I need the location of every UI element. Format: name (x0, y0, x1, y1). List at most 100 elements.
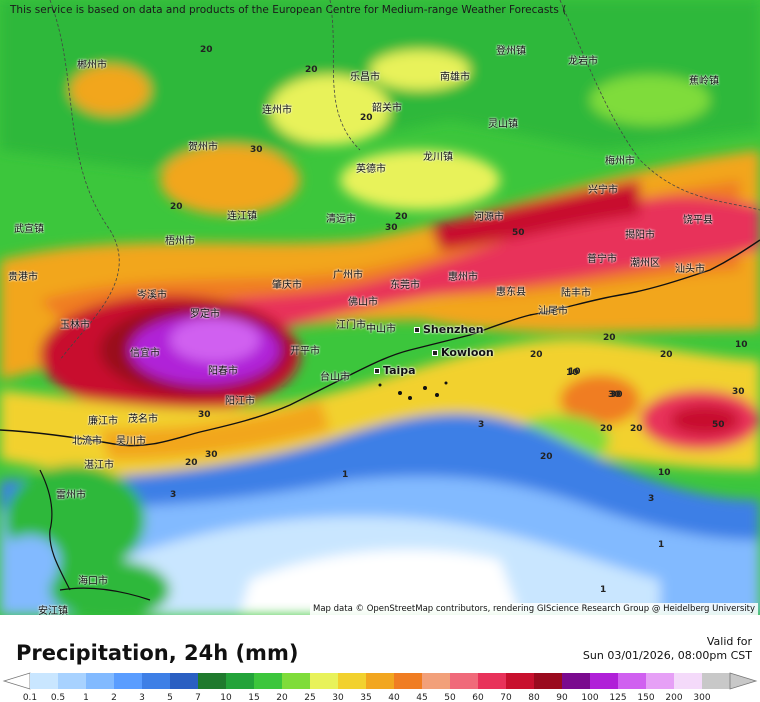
ecmwf-banner: This service is based on data and produc… (10, 4, 567, 16)
city-shenzhen[interactable]: Shenzhen (414, 323, 484, 336)
city-wuchuan[interactable]: 吴川市 (116, 436, 146, 447)
city-kaiping[interactable]: 开平市 (290, 346, 320, 357)
city-meizhou[interactable]: 梅州市 (605, 156, 635, 167)
legend-tick-label: 3 (139, 693, 145, 702)
city-zhaoqing[interactable]: 肇庆市 (272, 280, 302, 291)
contour-label: 3 (170, 490, 177, 500)
legend-tick-label: 60 (472, 693, 484, 702)
legend-swatch (338, 673, 367, 689)
city-hezhou[interactable]: 贺州市 (188, 142, 218, 153)
city-yingde[interactable]: 英德市 (356, 164, 386, 175)
legend-tick-label: 80 (528, 693, 540, 702)
contour-label: 10 (566, 368, 579, 378)
legend-tick-label: 15 (248, 693, 259, 702)
contour-label: 20 (395, 212, 408, 222)
city-cenxi[interactable]: 岑溪市 (137, 290, 167, 301)
contour-label: 20 (540, 452, 553, 462)
contour-label: 20 (600, 424, 613, 434)
city-nanxiong[interactable]: 南雄市 (440, 72, 470, 83)
city-zhongshan[interactable]: 中山市 (366, 324, 396, 335)
contour-label: 20 (360, 113, 373, 123)
legend-high-arrow (729, 672, 758, 690)
city-taishan[interactable]: 台山市 (320, 372, 350, 383)
city-yulin[interactable]: 玉林市 (60, 320, 90, 331)
legend-swatch (30, 673, 59, 689)
legend-tick-label: 40 (388, 693, 400, 702)
city-jiaoling[interactable]: 蕉岭镇 (689, 76, 719, 87)
legend-tick-label: 45 (416, 693, 427, 702)
city-yangchun[interactable]: 阳春市 (208, 366, 238, 377)
city-leizhou[interactable]: 雷州市 (56, 490, 86, 501)
city-luoding[interactable]: 罗定市 (190, 309, 220, 320)
contour-label: 20 (630, 424, 643, 434)
legend-tick-label: 70 (500, 693, 512, 702)
city-guilin[interactable]: 郴州市 (77, 60, 107, 71)
city-maoming[interactable]: 茂名市 (128, 414, 158, 425)
contour-label: 10 (735, 340, 748, 350)
contour-label: 20 (185, 458, 198, 468)
city-huidong[interactable]: 惠东县 (496, 287, 526, 298)
legend-swatch (142, 673, 171, 689)
city-taipa[interactable]: Taipa (374, 364, 416, 377)
city-marker-icon (432, 350, 438, 356)
city-zhanjiang[interactable]: 湛江市 (84, 460, 114, 471)
legend-swatch (254, 673, 283, 689)
valid-label: Valid for (706, 635, 752, 648)
city-beiliu[interactable]: 北流市 (72, 436, 102, 447)
legend-swatch (114, 673, 143, 689)
city-dongguan[interactable]: 东莞市 (390, 280, 420, 291)
legend-swatch (618, 673, 647, 689)
contour-label: 3 (648, 494, 655, 504)
city-lingshan[interactable]: 灵山镇 (488, 119, 518, 130)
city-dengzhou[interactable]: 登州镇 (496, 46, 526, 57)
city-puning[interactable]: 普宁市 (587, 254, 617, 265)
precipitation-legend: 0.1 0.5 1 2 3 5 7 10 15 20 25 30 35 40 45 50 60 70 80 90 100… (2, 672, 758, 702)
city-lechang[interactable]: 乐昌市 (350, 72, 380, 83)
contour-label: 30 (732, 387, 745, 397)
city-shanwei[interactable]: 汕尾市 (538, 306, 568, 317)
city-shantou[interactable]: 汕头市 (675, 264, 705, 275)
city-foshan[interactable]: 佛山市 (348, 297, 378, 308)
city-guangzhou[interactable]: 广州市 (333, 270, 363, 281)
city-qingyuan[interactable]: 清远市 (326, 214, 356, 225)
legend-swatch (226, 673, 255, 689)
contour-label: 30 (205, 450, 218, 460)
city-wuzhou[interactable]: 梧州市 (165, 236, 195, 247)
city-yangjiang[interactable]: 阳江市 (225, 396, 255, 407)
city-lianzhou[interactable]: 连州市 (262, 105, 292, 116)
city-lufeng[interactable]: 陆丰市 (561, 288, 591, 299)
city-anjiang[interactable]: 安江镇 (38, 606, 68, 615)
city-heyuan[interactable]: 河源市 (474, 212, 504, 223)
city-haikou[interactable]: 海口市 (78, 576, 108, 587)
contour-label: 30 (610, 390, 623, 400)
city-kowloon[interactable]: Kowloon (432, 346, 494, 359)
contour-label: 30 (385, 223, 398, 233)
legend-swatch (562, 673, 591, 689)
precipitation-map[interactable]: This service is based on data and produc… (0, 0, 760, 615)
city-lianjiang-town[interactable]: 连江镇 (227, 211, 257, 222)
city-marker-icon (374, 368, 380, 374)
contour-label: 30 (250, 145, 263, 155)
city-wuxuan[interactable]: 武宣镇 (14, 224, 44, 235)
city-shaoguan[interactable]: 韶关市 (372, 103, 402, 114)
contour-label: 3 (478, 420, 485, 430)
legend-tick-label: 200 (665, 693, 682, 702)
city-guigang[interactable]: 贵港市 (8, 272, 38, 283)
legend-swatch (450, 673, 479, 689)
city-xingning[interactable]: 兴宁市 (588, 185, 618, 196)
city-huizhou[interactable]: 惠州市 (448, 272, 478, 283)
legend-swatch (86, 673, 115, 689)
map-attribution: Map data © OpenStreetMap contributors, r… (310, 603, 758, 615)
city-raoping[interactable]: 饶平县 (683, 215, 713, 226)
city-longyan[interactable]: 龙岩市 (568, 56, 598, 67)
city-longchuan[interactable]: 龙川镇 (423, 152, 453, 163)
city-xinyi[interactable]: 信宜市 (130, 348, 160, 359)
legend-swatch (58, 673, 87, 689)
city-lianjiang[interactable]: 廉江市 (88, 416, 118, 427)
city-chaozhou[interactable]: 潮州区 (630, 258, 660, 269)
city-jieyang[interactable]: 揭阳市 (625, 230, 655, 241)
contour-label: 20 (305, 65, 318, 75)
valid-time: Sun 03/01/2026, 08:00pm CST (582, 649, 752, 662)
contour-label: 20 (530, 350, 543, 360)
city-jiangmen[interactable]: 江门市 (336, 320, 366, 331)
